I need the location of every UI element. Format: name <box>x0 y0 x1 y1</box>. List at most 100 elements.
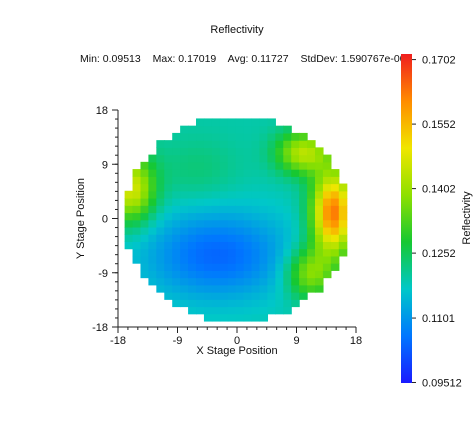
heatmap-cell <box>132 169 142 177</box>
heatmap-cell <box>267 125 276 134</box>
colorbar: 0.1702 0.1552 0.1402 0.1252 0.1101 0.09512 Ref… <box>401 54 473 389</box>
heatmap-cell <box>124 226 134 235</box>
heatmap-cell <box>307 248 316 257</box>
stat-min: Min: 0.09513 <box>80 53 141 65</box>
heatmap-cell <box>196 292 205 300</box>
heatmap-cell <box>283 299 292 308</box>
heatmap-cell <box>283 154 292 163</box>
heatmap-cell <box>180 248 189 257</box>
heatmap-cell <box>164 270 173 279</box>
heatmap-cell <box>219 147 229 156</box>
heatmap-cell <box>196 154 205 163</box>
heatmap-cell <box>227 292 237 300</box>
heatmap-cell <box>235 176 245 185</box>
heatmap-cell <box>196 198 205 206</box>
heatmap-cell <box>299 212 308 221</box>
heatmap-cell <box>211 190 221 199</box>
heatmap-cell <box>299 255 308 264</box>
colorbar-tick-label: 0.1552 <box>422 119 456 131</box>
heatmap-cell <box>243 140 253 148</box>
heatmap-cell <box>283 183 292 192</box>
heatmap-cell <box>338 234 348 242</box>
heatmap-cell <box>307 183 316 192</box>
heatmap-cell <box>156 270 165 279</box>
heatmap-cell <box>188 125 197 134</box>
heatmap-cell <box>148 248 157 257</box>
heatmap-cell <box>291 183 300 192</box>
heatmap-cell <box>267 140 276 148</box>
heatmap-cell <box>180 241 189 250</box>
heatmap-cell <box>275 270 284 279</box>
heatmap-cell <box>172 140 181 148</box>
heatmap-cell <box>196 255 205 264</box>
heatmap-cell <box>188 183 197 192</box>
heatmap-cell <box>291 198 300 206</box>
heatmap-cell <box>291 140 300 148</box>
heatmap-cell <box>275 277 284 286</box>
heatmap-cell <box>196 263 205 271</box>
heatmap-cell <box>180 169 189 177</box>
heatmap-cell <box>315 176 324 185</box>
heatmap-cell <box>322 176 332 185</box>
heatmap-cell <box>211 306 221 315</box>
heatmap-cell <box>196 270 205 279</box>
heatmap-cell <box>164 154 173 163</box>
heatmap-cell <box>172 226 181 235</box>
heatmap-cell <box>156 161 165 170</box>
heatmap-cell <box>188 169 197 177</box>
heatmap-cell <box>259 248 269 257</box>
heatmap-cell <box>172 176 181 185</box>
heatmap-cell <box>299 183 308 192</box>
heatmap-cell <box>291 154 300 163</box>
heatmap-cell <box>227 118 237 127</box>
heatmap-cell <box>219 176 229 185</box>
heatmap-cell <box>283 234 292 242</box>
heatmap-cell <box>203 161 213 170</box>
heatmap-cell <box>132 219 142 228</box>
heatmap-cell <box>235 292 245 300</box>
heatmap-cell <box>140 176 150 185</box>
heatmap-cell <box>235 248 245 257</box>
heatmap-cell <box>132 255 142 264</box>
heatmap-cell <box>219 132 229 141</box>
heatmap-cell <box>196 125 205 134</box>
heatmap-cell <box>140 212 150 221</box>
colorbar-gradient <box>401 54 412 383</box>
heatmap-cell <box>211 219 221 228</box>
heatmap-cell <box>227 299 237 308</box>
heatmap-cell <box>148 169 157 177</box>
heatmap-cell <box>148 255 157 264</box>
heatmap-cell <box>251 299 261 308</box>
heatmap-cell <box>148 183 157 192</box>
colorbar-tick-label: 0.1252 <box>422 248 456 260</box>
heatmap-cell <box>132 248 142 257</box>
heatmap-cell <box>283 140 292 148</box>
heatmap-cell <box>172 284 181 293</box>
heatmap-cell <box>132 226 142 235</box>
heatmap-cell <box>203 277 213 286</box>
heatmap-cell <box>219 125 229 134</box>
heatmap-cell <box>299 154 308 163</box>
y-axis-label: Y Stage Position <box>75 178 87 259</box>
heatmap-cell <box>172 277 181 286</box>
wafer-heatmap <box>124 118 348 322</box>
heatmap-cell <box>203 132 213 141</box>
heatmap-cell <box>251 234 261 242</box>
heatmap-cell <box>291 248 300 257</box>
heatmap-cell <box>322 248 332 257</box>
heatmap-cell <box>267 241 276 250</box>
heatmap-cell <box>124 241 134 250</box>
heatmap-cell <box>243 299 253 308</box>
heatmap-cell <box>259 270 269 279</box>
heatmap-cell <box>188 205 197 214</box>
heatmap-cell <box>180 263 189 271</box>
heatmap-cell <box>188 277 197 286</box>
heatmap-cell <box>132 176 142 185</box>
heatmap-cell <box>299 292 308 300</box>
heatmap-cell <box>275 140 284 148</box>
heatmap-cell <box>267 176 276 185</box>
heatmap-cell <box>219 118 229 127</box>
heatmap-cell <box>180 284 189 293</box>
colorbar-tick-label: 0.1101 <box>422 313 455 325</box>
